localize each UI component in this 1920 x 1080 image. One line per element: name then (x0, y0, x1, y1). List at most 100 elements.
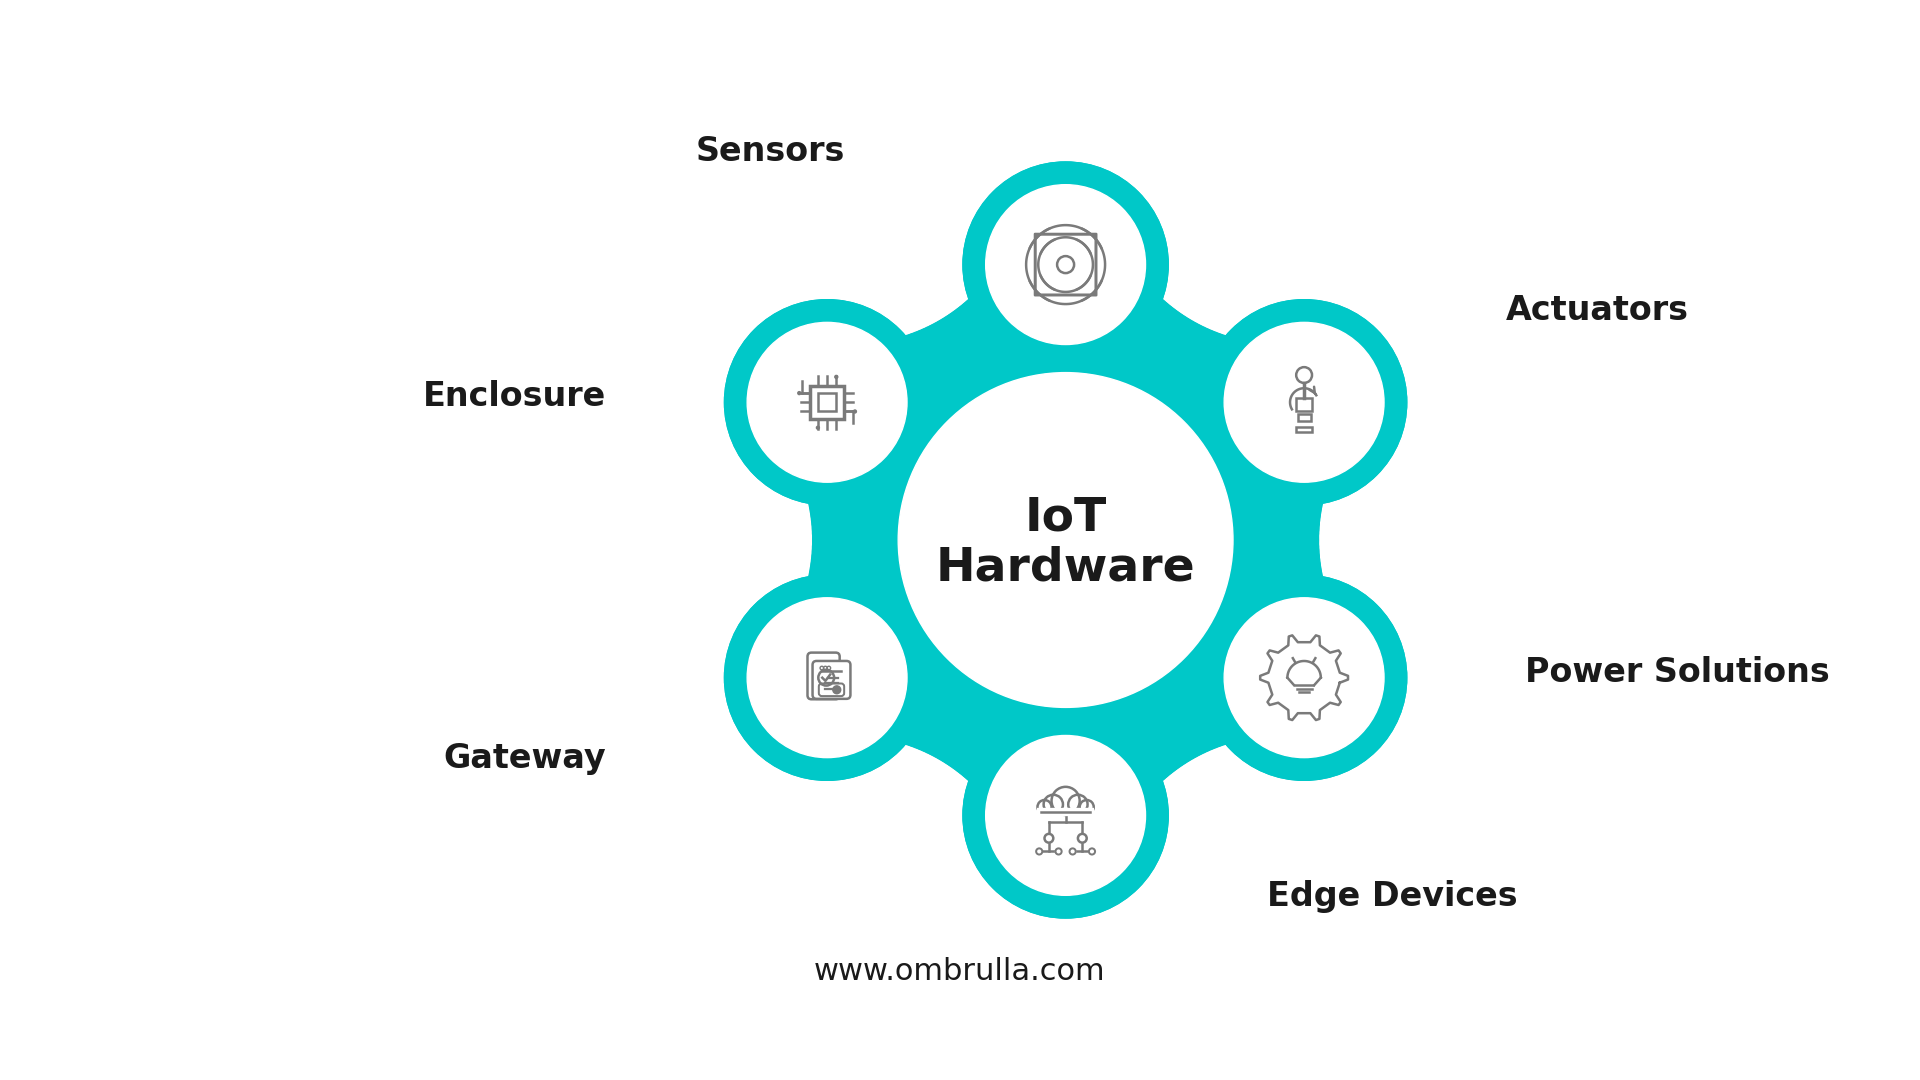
Circle shape (1248, 621, 1359, 733)
Bar (818, 393, 837, 411)
Circle shape (831, 626, 945, 739)
Circle shape (993, 235, 1106, 348)
Circle shape (1202, 575, 1407, 780)
Circle shape (810, 511, 924, 623)
Circle shape (1064, 280, 1175, 392)
Circle shape (948, 286, 1062, 399)
Circle shape (956, 280, 1068, 392)
Circle shape (1108, 313, 1219, 426)
Circle shape (1215, 420, 1327, 532)
Circle shape (1010, 208, 1121, 321)
Circle shape (841, 340, 954, 453)
Circle shape (803, 622, 914, 734)
Circle shape (1077, 675, 1190, 787)
Circle shape (1068, 795, 1087, 814)
Circle shape (975, 259, 1087, 372)
Circle shape (1140, 329, 1254, 442)
Circle shape (1202, 299, 1407, 505)
Circle shape (806, 539, 918, 651)
Circle shape (808, 529, 920, 642)
Circle shape (1010, 208, 1121, 321)
Circle shape (1233, 374, 1346, 486)
Circle shape (1206, 623, 1319, 735)
Circle shape (1037, 716, 1150, 828)
Circle shape (1077, 293, 1190, 405)
Circle shape (822, 343, 935, 456)
Circle shape (962, 273, 1075, 386)
Circle shape (1108, 654, 1219, 767)
Text: Enclosure: Enclosure (422, 380, 607, 414)
Text: Hardware: Hardware (935, 545, 1196, 591)
Circle shape (1031, 243, 1144, 355)
Circle shape (1010, 759, 1121, 872)
FancyBboxPatch shape (812, 661, 851, 699)
Circle shape (781, 365, 893, 477)
Circle shape (810, 447, 922, 559)
Circle shape (877, 638, 991, 751)
Text: Actuators: Actuators (1505, 294, 1690, 327)
Circle shape (1044, 259, 1156, 372)
Circle shape (781, 603, 893, 715)
Circle shape (1187, 341, 1300, 454)
Circle shape (1213, 429, 1325, 541)
Circle shape (933, 670, 1046, 782)
Circle shape (927, 664, 1039, 777)
Text: IoT: IoT (1025, 496, 1106, 540)
Circle shape (1227, 622, 1338, 734)
Circle shape (993, 732, 1106, 845)
Circle shape (1208, 456, 1321, 568)
Text: Edge Devices: Edge Devices (1267, 880, 1519, 913)
Circle shape (803, 346, 914, 458)
Circle shape (975, 708, 1087, 821)
Circle shape (970, 701, 1081, 813)
Circle shape (877, 329, 991, 442)
Circle shape (816, 426, 820, 430)
Circle shape (912, 313, 1023, 426)
Circle shape (772, 347, 883, 458)
Circle shape (860, 335, 972, 447)
Circle shape (1116, 318, 1229, 430)
Text: Sensors: Sensors (695, 135, 845, 167)
Circle shape (1210, 521, 1321, 633)
Circle shape (793, 622, 904, 734)
Circle shape (860, 633, 972, 745)
Circle shape (797, 566, 910, 678)
Circle shape (1056, 849, 1062, 854)
Circle shape (772, 621, 883, 733)
Circle shape (806, 429, 918, 541)
Circle shape (797, 402, 910, 513)
Circle shape (1037, 849, 1043, 854)
Circle shape (895, 322, 1008, 434)
Circle shape (1210, 447, 1321, 559)
Circle shape (964, 162, 1167, 367)
Circle shape (804, 548, 916, 660)
Circle shape (956, 688, 1068, 800)
Circle shape (933, 298, 1046, 410)
Circle shape (1089, 849, 1094, 854)
Circle shape (902, 650, 1016, 762)
Circle shape (920, 659, 1031, 771)
Circle shape (1100, 659, 1212, 771)
Bar (810, 386, 843, 419)
Circle shape (1079, 800, 1094, 814)
Circle shape (1213, 539, 1325, 651)
Circle shape (987, 243, 1100, 355)
Circle shape (941, 675, 1054, 787)
Circle shape (1229, 584, 1340, 697)
Circle shape (1217, 557, 1331, 670)
Circle shape (801, 410, 914, 523)
Circle shape (1050, 267, 1162, 379)
Circle shape (1050, 701, 1162, 813)
Circle shape (1100, 309, 1212, 421)
Circle shape (899, 373, 1233, 707)
Circle shape (1225, 576, 1336, 688)
Circle shape (887, 326, 998, 438)
Circle shape (985, 185, 1146, 345)
Circle shape (1133, 642, 1244, 754)
Circle shape (1238, 603, 1350, 715)
Circle shape (1064, 688, 1175, 800)
Circle shape (1248, 347, 1359, 458)
Circle shape (772, 347, 883, 458)
Circle shape (1140, 638, 1254, 751)
Bar (1296, 399, 1311, 410)
